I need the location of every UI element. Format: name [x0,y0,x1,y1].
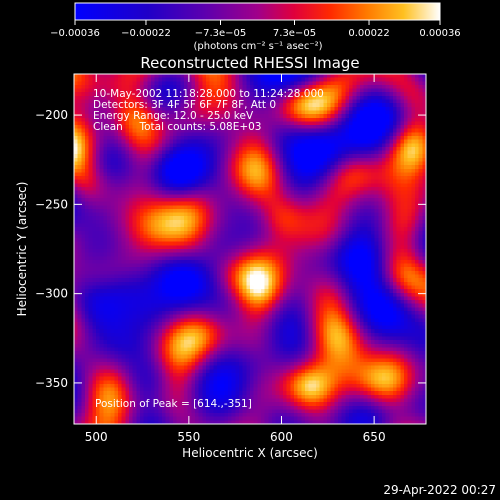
annotation-energy-range: Energy Range: 12.0 - 25.0 keV [93,110,254,122]
colorbar-tick-label: 0.00036 [419,28,460,39]
heatmap-image [74,74,426,424]
colorbar [74,2,441,21]
colorbar-ticks: −0.00036 −0.00022 −7.3e−05 7.3e−05 0.00022 0.… [50,20,461,39]
annotation-clean-counts: Clean Total counts: 5.08E+03 [93,121,262,133]
colorbar-tick-label: −7.3e−05 [195,28,247,39]
chart-title: Reconstructed RHESSI Image [140,54,359,72]
footer-timestamp: 29-Apr-2022 00:27 [383,483,496,497]
plot-frame [73,73,427,425]
x-tick-label: 500 [85,430,108,444]
y-axis-label: Heliocentric Y (arcsec) [15,182,29,317]
axes: 500 550 600 650 −200 −250 −300 −350 [35,74,426,444]
colorbar-unit-label: (photons cm⁻² s⁻¹ asec⁻²) [193,41,322,52]
y-tick-label: −300 [35,287,68,301]
y-tick-label: −250 [35,197,68,211]
x-axis-label: Heliocentric X (arcsec) [182,446,318,460]
y-tick-label: −200 [35,108,68,122]
annotation-time-range: 10-May-2002 11:18:28.000 to 11:24:28.000 [93,88,324,100]
x-tick-label: 550 [177,430,200,444]
colorbar-tick-label: 7.3e−05 [273,28,316,39]
peak-position-label: Position of Peak = [614.,-351] [95,398,252,410]
colorbar-tick-label: −0.00022 [121,28,171,39]
colorbar-tick-label: −0.00036 [50,28,100,39]
annotation-detectors: Detectors: 3F 4F 5F 6F 7F 8F, Att 0 [93,99,276,111]
x-tick-label: 600 [270,430,293,444]
x-tick-label: 650 [363,430,386,444]
colorbar-tick-label: 0.00022 [348,28,389,39]
y-tick-label: −350 [35,376,68,390]
